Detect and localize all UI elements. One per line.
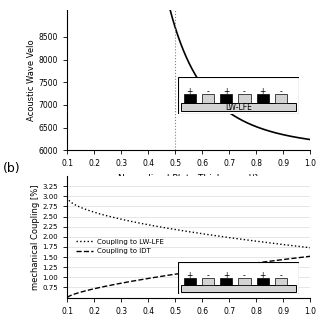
Text: +: +: [223, 87, 229, 96]
Coupling to IDT: [303, 255, 307, 259]
Legend: Coupling to LW-LFE, Coupling to IDT: Coupling to LW-LFE, Coupling to IDT: [73, 236, 166, 257]
Text: +: +: [260, 87, 266, 96]
Text: -: -: [243, 271, 246, 280]
Coupling to LW-LFE: [265, 241, 268, 244]
Coupling to IDT: [182, 271, 186, 275]
Bar: [202, 94, 214, 102]
Bar: [257, 278, 269, 285]
Text: -: -: [280, 271, 282, 280]
Coupling to LW-LFE: [210, 233, 214, 237]
Text: +: +: [223, 271, 229, 280]
Text: +: +: [187, 271, 193, 280]
Coupling to IDT: [65, 296, 69, 300]
Bar: [238, 278, 251, 285]
Text: +: +: [260, 271, 266, 280]
Bar: [275, 94, 287, 102]
Bar: [275, 278, 287, 285]
Bar: [184, 278, 196, 285]
Text: (b): (b): [3, 162, 21, 175]
Coupling to IDT: [181, 271, 185, 275]
Text: -: -: [207, 87, 209, 96]
Coupling to LW-LFE: [182, 229, 186, 233]
Y-axis label: mechanical Coupling [%]: mechanical Coupling [%]: [31, 184, 40, 290]
Coupling to IDT: [308, 254, 312, 258]
Text: +: +: [187, 87, 193, 96]
Bar: [220, 94, 232, 102]
Text: LW-LFE: LW-LFE: [225, 103, 252, 112]
Bar: [220, 278, 232, 285]
Coupling to IDT: [197, 269, 201, 273]
Coupling to LW-LFE: [197, 231, 201, 235]
Bar: [181, 285, 296, 292]
Text: -: -: [243, 87, 246, 96]
Line: Coupling to IDT: Coupling to IDT: [67, 256, 310, 298]
Bar: [202, 278, 214, 285]
Text: -: -: [207, 271, 209, 280]
Coupling to LW-LFE: [303, 245, 307, 249]
Bar: [181, 102, 296, 111]
Bar: [257, 94, 269, 102]
Coupling to LW-LFE: [181, 229, 185, 233]
X-axis label: Normalized Plate Thickness d/λ: Normalized Plate Thickness d/λ: [118, 174, 260, 183]
Text: -: -: [280, 87, 282, 96]
Y-axis label: Acoustic Wave Velo: Acoustic Wave Velo: [27, 39, 36, 121]
Coupling to LW-LFE: [308, 246, 312, 250]
Bar: [184, 94, 196, 102]
Line: Coupling to LW-LFE: Coupling to LW-LFE: [67, 197, 310, 248]
Coupling to IDT: [210, 267, 214, 271]
Bar: [238, 94, 251, 102]
Coupling to LW-LFE: [65, 195, 69, 199]
Coupling to IDT: [265, 260, 268, 264]
